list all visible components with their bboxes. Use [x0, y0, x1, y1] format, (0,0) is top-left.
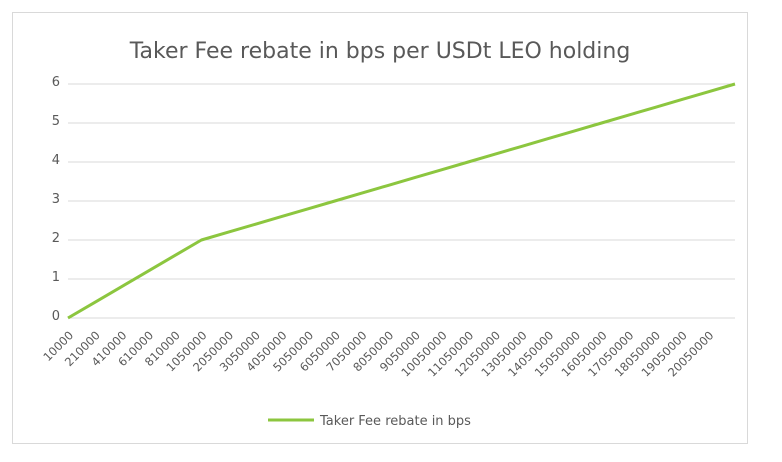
- chart-frame: [12, 12, 748, 444]
- y-tick-label: 1: [52, 270, 60, 285]
- legend-label: Taker Fee rebate in bps: [319, 414, 471, 429]
- chart-title: Taker Fee rebate in bps per USDt LEO hol…: [129, 39, 631, 64]
- y-tick-label: 4: [52, 153, 60, 168]
- y-tick-label: 6: [52, 75, 60, 90]
- y-tick-label: 0: [52, 309, 60, 324]
- legend: Taker Fee rebate in bps: [268, 414, 471, 429]
- series-line: [67, 82, 736, 320]
- y-tick-label: 5: [52, 114, 60, 129]
- y-tick-label: 2: [52, 231, 60, 246]
- y-tick-label: 3: [52, 192, 60, 207]
